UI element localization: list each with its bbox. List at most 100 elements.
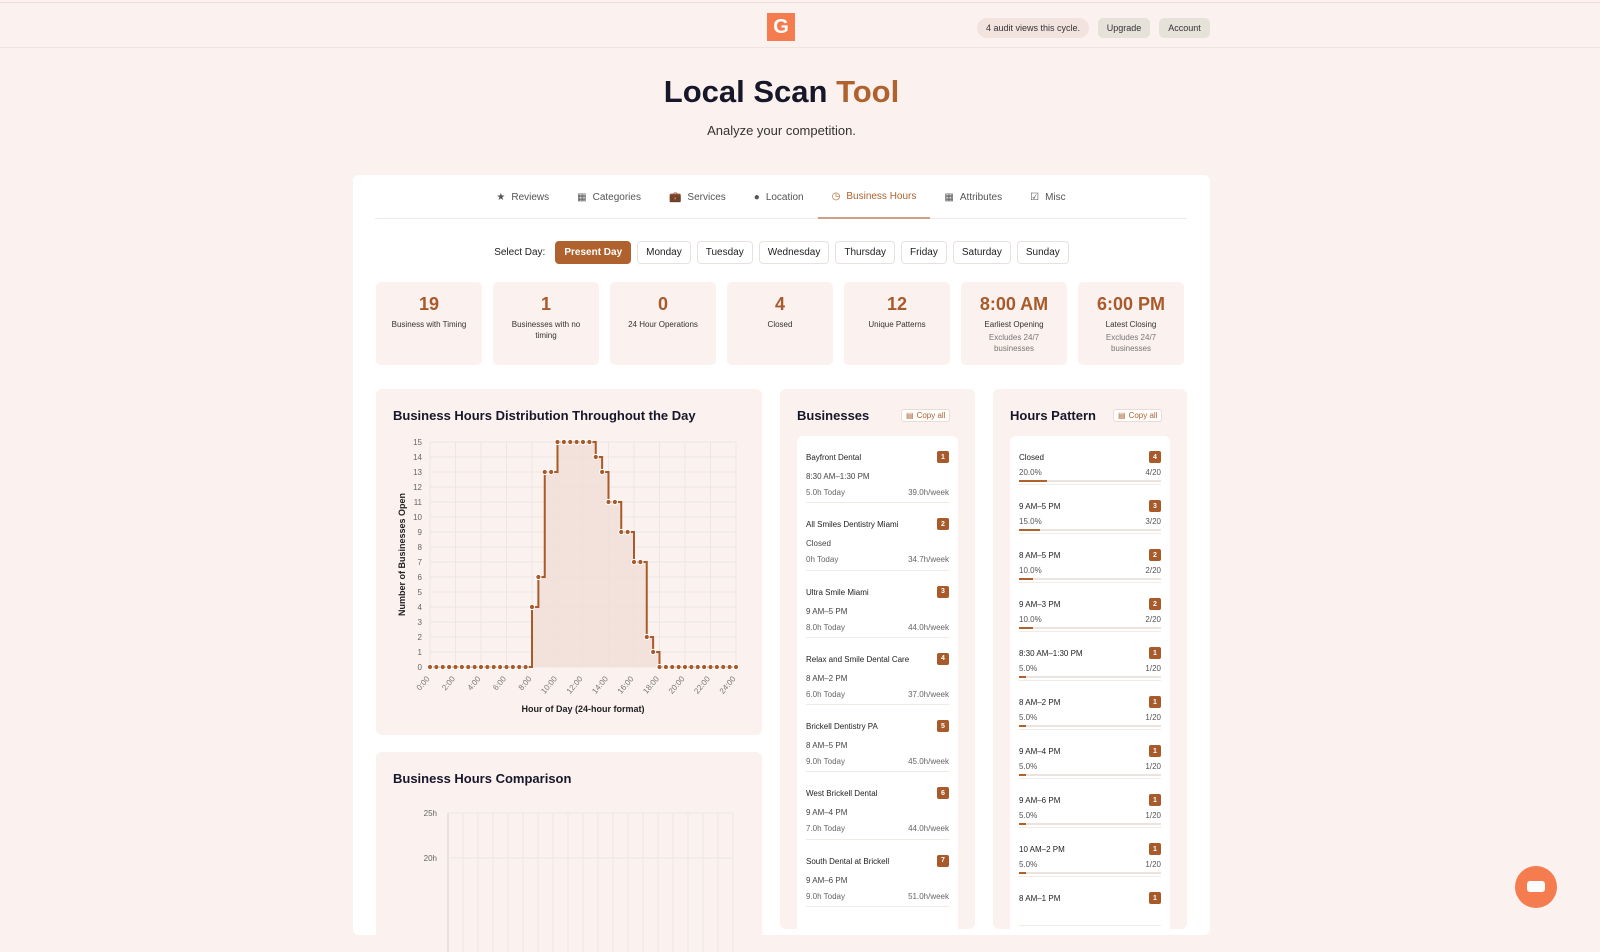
business-item[interactable]: Brickell Dentistry PA 5 8 AM–5 PM 9.0h Toda… <box>806 705 949 773</box>
x-axis-label: Hour of Day (24-hour format) <box>521 704 644 714</box>
star-icon: ★ <box>496 191 506 203</box>
pattern-ratio: 2/20 <box>1145 566 1161 575</box>
stat-card: 8:00 AM Earliest Opening Excludes 24/7 bus… <box>961 282 1067 365</box>
distribution-chart-title: Business Hours Distribution Throughout t… <box>393 408 696 423</box>
pattern-item[interactable]: 8 AM–1 PM 1 <box>1019 877 1161 926</box>
tab-categories[interactable]: ▦ Categories <box>563 175 655 219</box>
y-tick-label: 15 <box>413 438 422 447</box>
hours-week: 34.7h/week <box>908 555 949 565</box>
business-name: Relax and Smile Dental Care <box>806 654 910 664</box>
pattern-percent: 5.0% <box>1019 664 1038 673</box>
hours-week: 44.0h/week <box>908 824 949 834</box>
stat-note: Excludes 24/7 businesses <box>1105 333 1157 353</box>
pattern-ratio: 1/20 <box>1145 664 1161 673</box>
pattern-item[interactable]: Closed 4 20.0% 4/20 <box>1019 436 1161 485</box>
pattern-item[interactable]: 9 AM–3 PM 2 10.0% 2/20 <box>1019 583 1161 632</box>
count-badge: 4 <box>1149 451 1161 463</box>
upgrade-button[interactable]: Upgrade <box>1098 18 1150 38</box>
pattern-item[interactable]: 8:30 AM–1:30 PM 1 5.0% 1/20 <box>1019 632 1161 681</box>
x-tick-label: 2:00 <box>440 674 457 692</box>
count-badge: 1 <box>1149 794 1161 806</box>
stat-label: Business with Timing <box>391 320 467 329</box>
hours-today: 9.0h Today <box>806 891 845 901</box>
tab-label: Business Hours <box>846 190 917 202</box>
briefcase-icon: 💼 <box>668 191 682 203</box>
data-point <box>681 663 689 671</box>
pattern-progress-bar <box>1019 578 1161 580</box>
day-button-saturday[interactable]: Saturday <box>952 241 1011 264</box>
stats-row: 19 Business with Timing 1 Businesses with n… <box>376 282 1184 365</box>
businesses-panel: Businesses ▤ Copy all Bayfront Dental 1 8:3… <box>780 389 975 929</box>
pattern-item[interactable]: 9 AM–4 PM 1 5.0% 1/20 <box>1019 730 1161 779</box>
tab-reviews[interactable]: ★ Reviews <box>482 175 563 219</box>
pattern-percent: 5.0% <box>1019 860 1038 869</box>
day-button-thursday[interactable]: Thursday <box>835 241 896 264</box>
stat-value: 6:00 PM <box>1096 294 1166 314</box>
tab-services[interactable]: 💼 Services <box>655 175 740 219</box>
pattern-item[interactable]: 9 AM–6 PM 1 5.0% 1/20 <box>1019 779 1161 828</box>
day-button-sunday[interactable]: Sunday <box>1016 241 1069 264</box>
business-name: All Smiles Dentistry Miami <box>806 520 899 530</box>
pattern-name: 8 AM–1 PM <box>1019 894 1061 903</box>
rank-badge: 1 <box>937 451 949 463</box>
day-button-friday[interactable]: Friday <box>901 241 947 264</box>
data-point <box>630 558 638 566</box>
stat-card: 19 Business with Timing <box>376 282 482 365</box>
area-fill <box>430 442 736 667</box>
pattern-progress-fill <box>1019 774 1027 776</box>
pattern-item[interactable]: 8 AM–5 PM 2 10.0% 2/20 <box>1019 534 1161 583</box>
x-tick-label: 22:00 <box>692 674 712 696</box>
business-hours: 8:30 AM–1:30 PM <box>806 472 870 481</box>
pattern-item[interactable]: 9 AM–5 PM 3 15.0% 3/20 <box>1019 485 1161 534</box>
day-button-monday[interactable]: Monday <box>637 241 691 264</box>
data-point <box>669 663 676 671</box>
business-item[interactable]: All Smiles Dentistry Miami 2 Closed 0h Toda… <box>806 503 949 571</box>
day-button-present-day[interactable]: Present Day <box>555 241 632 264</box>
businesses-list[interactable]: Bayfront Dental 1 8:30 AM–1:30 PM 5.0h Toda… <box>797 436 958 929</box>
pin-icon: ● <box>753 191 760 203</box>
pattern-item[interactable]: 10 AM–2 PM 1 5.0% 1/20 <box>1019 828 1161 877</box>
patterns-list[interactable]: Closed 4 20.0% 4/20 9 AM–5 PM 3 15.0% 3/20 8 AM–… <box>1010 436 1170 929</box>
tab-misc[interactable]: ☑ Misc <box>1016 175 1080 219</box>
stat-value: 8:00 AM <box>979 294 1049 314</box>
business-item[interactable]: South Dental at Brickell 7 9 AM–6 PM 9.0h T… <box>806 840 949 908</box>
business-item[interactable]: Ultra Smile Miami 3 9 AM–5 PM 8.0h Today 44.… <box>806 571 949 638</box>
rank-badge: 3 <box>937 585 949 598</box>
chat-button[interactable] <box>1515 866 1557 908</box>
clipboard-icon: ▤ <box>1118 411 1126 420</box>
businesses-title: Businesses <box>797 408 870 423</box>
data-point <box>446 663 453 671</box>
tab-location[interactable]: ● Location <box>740 175 818 219</box>
copy-all-patterns-button[interactable]: ▤ Copy all <box>1113 409 1163 422</box>
account-button[interactable]: Account <box>1159 18 1210 38</box>
business-item[interactable]: Bayfront Dental 1 8:30 AM–1:30 PM 5.0h Toda… <box>806 436 949 504</box>
business-item[interactable]: Relax and Smile Dental Care 4 8 AM–2 PM 6.0… <box>806 638 949 706</box>
pattern-ratio: 1/20 <box>1145 811 1161 820</box>
pattern-progress-fill <box>1019 725 1027 727</box>
tab-attributes[interactable]: ▦ Attributes <box>930 175 1016 219</box>
count-badge: 3 <box>1149 500 1161 512</box>
copy-all-label: Copy all <box>916 411 946 420</box>
hours-today: 5.0h Today <box>806 488 845 497</box>
data-point <box>426 663 434 671</box>
pattern-progress-fill <box>1019 480 1048 482</box>
day-button-wednesday[interactable]: Wednesday <box>758 241 830 264</box>
business-name: Bayfront Dental <box>806 453 862 462</box>
stat-label: Latest Closing <box>1105 320 1157 329</box>
stat-card: 4 Closed <box>727 282 833 365</box>
y-tick-label: 20h <box>424 854 437 863</box>
pattern-item[interactable]: 8 AM–2 PM 1 5.0% 1/20 <box>1019 681 1161 730</box>
y-tick-label: 3 <box>418 618 423 627</box>
business-item[interactable]: West Brickell Dental 6 9 AM–4 PM 7.0h Today… <box>806 772 949 840</box>
data-point <box>560 438 567 446</box>
tab-business-hours[interactable]: ◷ Business Hours <box>817 175 931 219</box>
x-tick-label: 14:00 <box>590 674 610 696</box>
copy-all-businesses-button[interactable]: ▤ Copy all <box>901 409 951 422</box>
day-button-tuesday[interactable]: Tuesday <box>696 241 753 264</box>
stat-note: Excludes 24/7 businesses <box>988 333 1040 353</box>
data-point <box>509 663 516 671</box>
logo[interactable]: G <box>767 13 795 41</box>
tab-label: Misc <box>1045 191 1066 203</box>
data-point <box>528 603 536 611</box>
x-tick-label: 16:00 <box>616 674 636 696</box>
